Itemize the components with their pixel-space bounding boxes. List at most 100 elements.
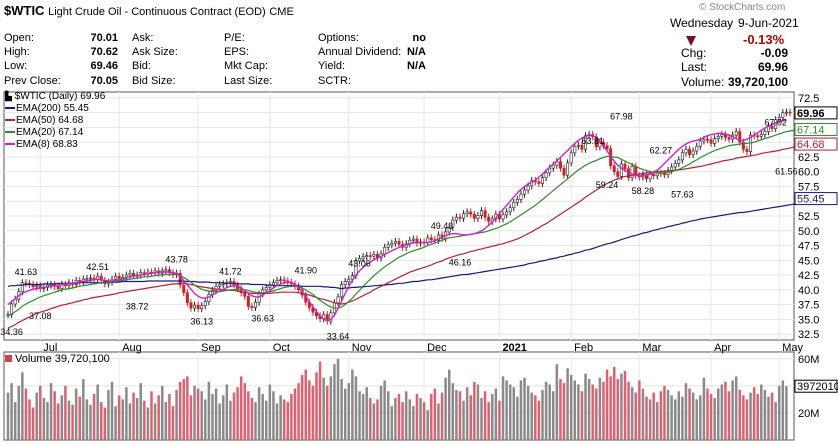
volume-bar (218, 403, 221, 440)
volume-bar (630, 387, 634, 440)
quote-label: Mkt Cap: (224, 60, 269, 72)
chg-value: -0.09 (760, 46, 788, 60)
price-candle-body (580, 144, 584, 150)
price-candle-body (207, 294, 211, 302)
volume-bar (598, 377, 602, 440)
volume-bar (85, 399, 89, 440)
volume-bar (681, 396, 684, 440)
volume-value: 39,720,100 (727, 75, 788, 89)
volume-bar (404, 391, 408, 440)
ema-line (7, 118, 787, 322)
volume-bar (720, 384, 724, 440)
volume-bar (727, 391, 731, 440)
price-annotation: 36.63 (251, 314, 274, 324)
volume-bar (627, 381, 630, 440)
volume-bar (469, 395, 472, 440)
right-value-tag-label: 39720100 (797, 381, 838, 393)
volume-bar (315, 372, 318, 440)
volume-bar (548, 384, 551, 440)
volume-bar (401, 402, 404, 440)
price-annotation: 67.98 (610, 112, 633, 122)
quote-label: Open: (4, 32, 34, 44)
volume-bar (505, 380, 508, 440)
price-candle-body (480, 210, 484, 216)
volume-bar (290, 393, 293, 440)
volume-bar (200, 391, 203, 440)
volume-bar (275, 403, 279, 440)
volume-bar (663, 385, 666, 440)
volume-bar (749, 392, 752, 440)
price-candle-body (365, 255, 369, 258)
volume-bar (666, 389, 670, 440)
volume-bar (24, 388, 28, 440)
volume-bar (498, 400, 501, 440)
volume-bar (494, 388, 498, 440)
x-tick-label: 2021 (502, 342, 526, 354)
volume-bar (702, 377, 706, 440)
price-candle-body (178, 272, 182, 286)
volume-bar (333, 364, 336, 440)
volume-bar (150, 391, 153, 440)
volume-bar (221, 395, 225, 440)
price-candle-body (483, 210, 487, 218)
x-tick-label: Jul (43, 342, 57, 354)
volume-bar (577, 384, 580, 440)
price-candle-body (508, 207, 512, 213)
x-tick-label: Nov (352, 342, 372, 354)
y-tick-label: 40.0 (798, 285, 819, 297)
volume-bar (322, 377, 325, 440)
volume-bar (677, 391, 681, 440)
volume-bar (297, 383, 300, 440)
y-tick-label: 50.0 (798, 226, 819, 238)
volume-bar (211, 393, 214, 440)
volume-bar (587, 379, 591, 440)
volume-bar (526, 385, 530, 440)
price-candle-body (361, 256, 365, 259)
volume-bar (96, 384, 99, 440)
volume-bar (781, 380, 785, 440)
price-candle-body (698, 140, 702, 147)
ema-line (7, 143, 805, 329)
volume-bar (103, 407, 107, 440)
price-candle-body (709, 139, 713, 144)
price-candle-body (35, 285, 39, 288)
volume-bar (196, 388, 200, 440)
price-annotation: 36.13 (190, 317, 213, 327)
right-value-tag-label: 69.96 (797, 108, 825, 120)
volume-bar (659, 391, 663, 440)
volume-bar (336, 358, 340, 440)
price-candle-body (164, 269, 168, 272)
price-candle-body (487, 216, 491, 222)
volume-bar (204, 399, 207, 440)
right-value-tag (794, 123, 838, 137)
price-candle-body (569, 152, 573, 164)
volume-bar (426, 410, 429, 440)
volume-bar (78, 396, 81, 440)
price-annotation: 37.08 (29, 311, 52, 321)
quote-value: no (412, 32, 426, 44)
volume-bar (440, 392, 444, 440)
volume-bar (620, 373, 623, 440)
quote-label: Ask Size: (132, 46, 178, 58)
volume-bar (785, 386, 788, 440)
down-arrow-icon (686, 36, 696, 46)
price-candle-body (250, 306, 254, 308)
volume-bar (734, 376, 738, 440)
volume-bar (207, 381, 211, 440)
volume-bar (483, 391, 487, 440)
volume-bar (28, 399, 31, 440)
price-candle-body (185, 292, 189, 304)
volume-bar (354, 376, 358, 440)
y-tick-label: 35.0 (798, 314, 819, 326)
price-candle-body (132, 272, 136, 276)
volume-bar (17, 385, 21, 440)
right-value-tag (794, 379, 838, 393)
price-candle-body (623, 163, 627, 170)
volume-bar (114, 406, 117, 440)
price-candle-body (727, 137, 731, 140)
volume-bar (480, 398, 483, 440)
price-candle-body (526, 185, 530, 191)
volume-bar (10, 383, 13, 440)
price-candle-body (544, 172, 548, 178)
quote-label: P/E: (224, 32, 245, 44)
